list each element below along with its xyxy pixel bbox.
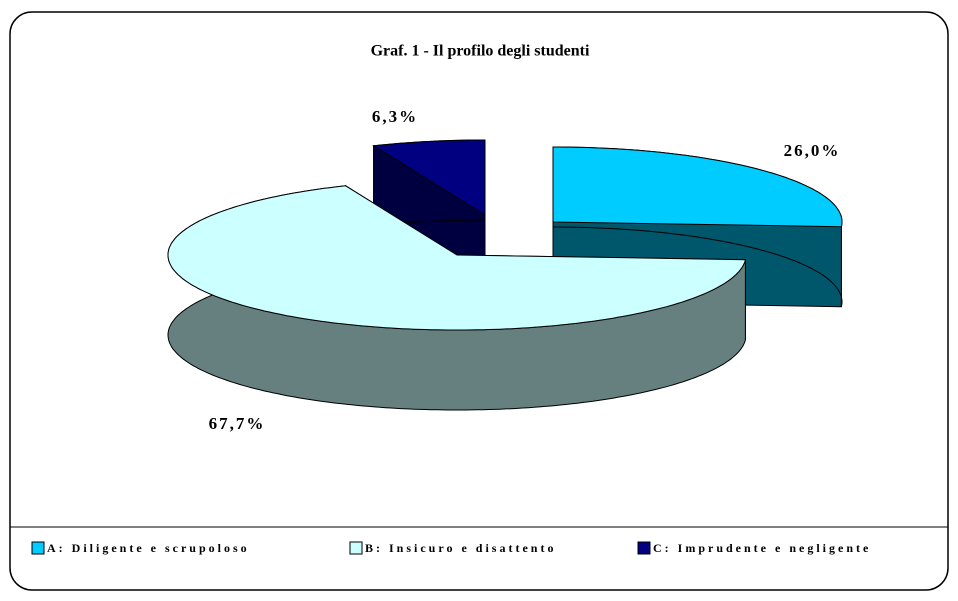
chart-title: Graf. 1 - Il profilo degli studenti <box>371 43 590 60</box>
slice-top <box>167 185 747 331</box>
legend-label: A: Diligente e scrupoloso <box>47 541 250 555</box>
legend-swatch <box>31 541 45 555</box>
slice-top <box>372 139 486 216</box>
data-label: 26,0% <box>784 141 841 160</box>
slice-top <box>552 146 843 228</box>
data-label: 67,7% <box>209 414 266 433</box>
legend-label: C: Imprudente e negligente <box>653 541 871 555</box>
pie-slice <box>167 184 747 411</box>
legend-swatch <box>349 541 363 555</box>
data-label: 6,3% <box>372 107 418 126</box>
legend-swatch <box>637 541 651 555</box>
legend-label: B: Insicuro e disattento <box>365 541 556 555</box>
